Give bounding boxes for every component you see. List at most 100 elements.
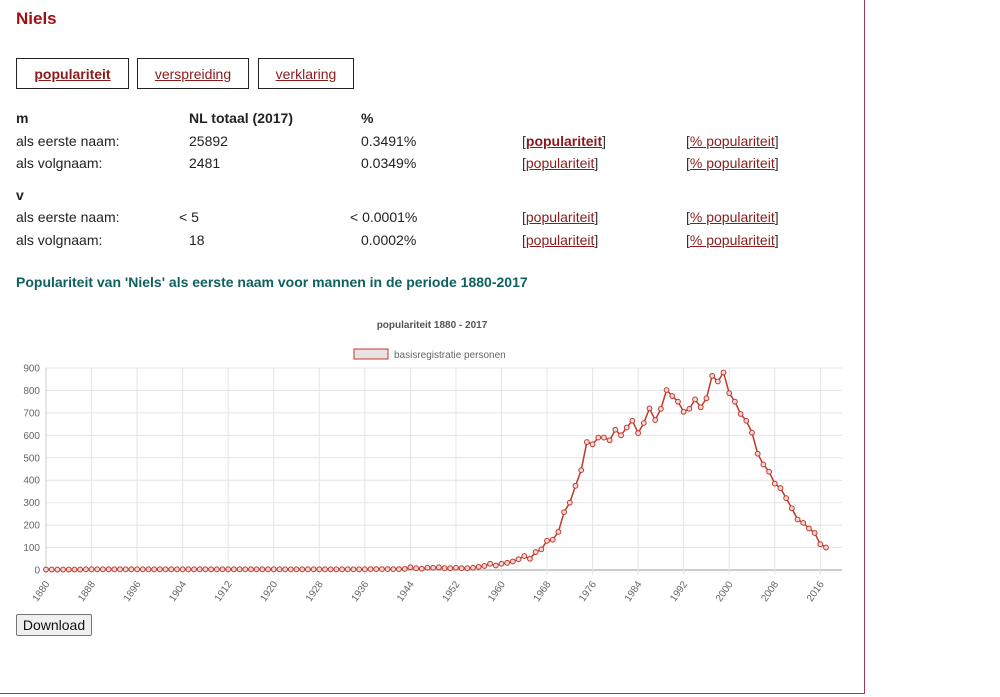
- data-point: [561, 509, 568, 515]
- bracket-open: [: [686, 133, 690, 149]
- download-button[interactable]: Download: [16, 614, 92, 636]
- bracket-close: ]: [594, 232, 599, 248]
- data-point: [162, 566, 169, 573]
- row-label: als volgnaam:: [16, 155, 103, 171]
- data-point: [60, 566, 66, 573]
- bracket-open: [: [686, 209, 690, 225]
- pct-populariteit-link-wrapper: [% populariteit]: [686, 133, 779, 149]
- bracket-open: [: [686, 155, 690, 171]
- data-point: [663, 387, 670, 393]
- data-point: [675, 398, 681, 405]
- data-point: [686, 405, 693, 412]
- data-point: [720, 369, 727, 376]
- data-point: [487, 560, 493, 567]
- populariteit-link[interactable]: populariteit: [525, 155, 595, 171]
- data-point: [407, 564, 414, 571]
- bracket-close: ]: [774, 232, 779, 248]
- data-point: [424, 564, 431, 571]
- data-point: [743, 417, 750, 424]
- x-tick-label: 1976: [577, 579, 599, 604]
- data-point: [270, 566, 277, 573]
- data-point: [88, 566, 95, 573]
- data-point: [578, 467, 585, 474]
- data-point: [333, 566, 340, 573]
- bracket-close: ]: [602, 133, 607, 149]
- x-tick-label: 1968: [532, 579, 554, 604]
- y-tick-label: 500: [23, 453, 40, 464]
- row-label: als eerste naam:: [16, 209, 120, 225]
- populariteit-link-wrapper: [populariteit]: [522, 209, 598, 225]
- row-total: 25892: [189, 133, 228, 149]
- data-point: [527, 555, 533, 562]
- data-point: [777, 485, 784, 491]
- bracket-open: [: [522, 209, 526, 225]
- pct-populariteit-link[interactable]: % populariteit: [689, 133, 775, 149]
- data-point: [538, 546, 545, 553]
- data-point: [447, 565, 454, 572]
- y-tick-label: 800: [23, 386, 40, 397]
- x-tick-label: 1928: [304, 579, 326, 604]
- data-point: [145, 566, 152, 573]
- data-point: [453, 564, 459, 571]
- populariteit-link[interactable]: populariteit: [525, 209, 595, 225]
- data-point: [606, 437, 613, 444]
- data-point: [714, 378, 721, 385]
- bracket-open: [: [522, 155, 526, 171]
- data-point: [492, 562, 499, 569]
- y-tick-label: 0: [34, 566, 40, 577]
- y-tick-label: 200: [23, 521, 40, 532]
- populariteit-link[interactable]: populariteit: [525, 232, 595, 248]
- data-point: [806, 525, 812, 532]
- data-point: [139, 566, 146, 573]
- data-point: [122, 566, 129, 573]
- data-point: [276, 566, 283, 573]
- pct-populariteit-link[interactable]: % populariteit: [689, 155, 775, 171]
- data-point: [65, 566, 72, 573]
- populariteit-link[interactable]: populariteit: [525, 133, 603, 149]
- tab-verspreiding[interactable]: verspreiding: [137, 58, 249, 89]
- data-point: [418, 565, 425, 572]
- pct-populariteit-link[interactable]: % populariteit: [689, 209, 775, 225]
- data-point: [179, 566, 186, 573]
- pct-populariteit-link[interactable]: % populariteit: [689, 232, 775, 248]
- x-tick-label: 1912: [213, 579, 235, 604]
- data-point: [629, 417, 636, 424]
- x-tick-label: 1944: [395, 579, 417, 604]
- data-point: [225, 566, 232, 573]
- data-point: [82, 566, 89, 573]
- data-point: [259, 566, 266, 573]
- row-percent: 0.0002%: [361, 232, 417, 248]
- data-point: [680, 408, 687, 415]
- data-point: [236, 566, 243, 573]
- data-point: [726, 390, 733, 397]
- data-point: [458, 565, 465, 572]
- y-tick-label: 400: [23, 476, 40, 487]
- data-point: [401, 565, 408, 572]
- x-tick-label: 1880: [31, 579, 53, 604]
- data-point: [191, 566, 197, 573]
- data-point: [151, 566, 158, 573]
- data-point: [174, 566, 180, 573]
- data-point: [213, 566, 220, 573]
- data-point: [430, 564, 437, 571]
- data-point: [310, 566, 317, 573]
- row-total: < 5: [179, 209, 199, 225]
- data-point: [635, 430, 642, 436]
- data-point: [823, 544, 829, 551]
- data-point: [481, 563, 488, 569]
- data-point: [800, 519, 807, 526]
- data-point: [287, 566, 294, 573]
- tab-verklaring[interactable]: verklaring: [258, 58, 354, 89]
- data-point: [572, 482, 579, 489]
- data-point: [168, 566, 175, 573]
- data-point: [156, 566, 163, 573]
- data-point: [669, 393, 676, 399]
- tab-populariteit[interactable]: populariteit: [16, 58, 129, 89]
- data-point: [128, 566, 135, 573]
- data-point: [373, 566, 380, 573]
- gender-v-label: v: [16, 187, 24, 203]
- y-tick-label: 100: [23, 543, 40, 554]
- data-point: [413, 565, 419, 572]
- data-point: [595, 434, 602, 441]
- x-tick-label: 2008: [759, 579, 781, 604]
